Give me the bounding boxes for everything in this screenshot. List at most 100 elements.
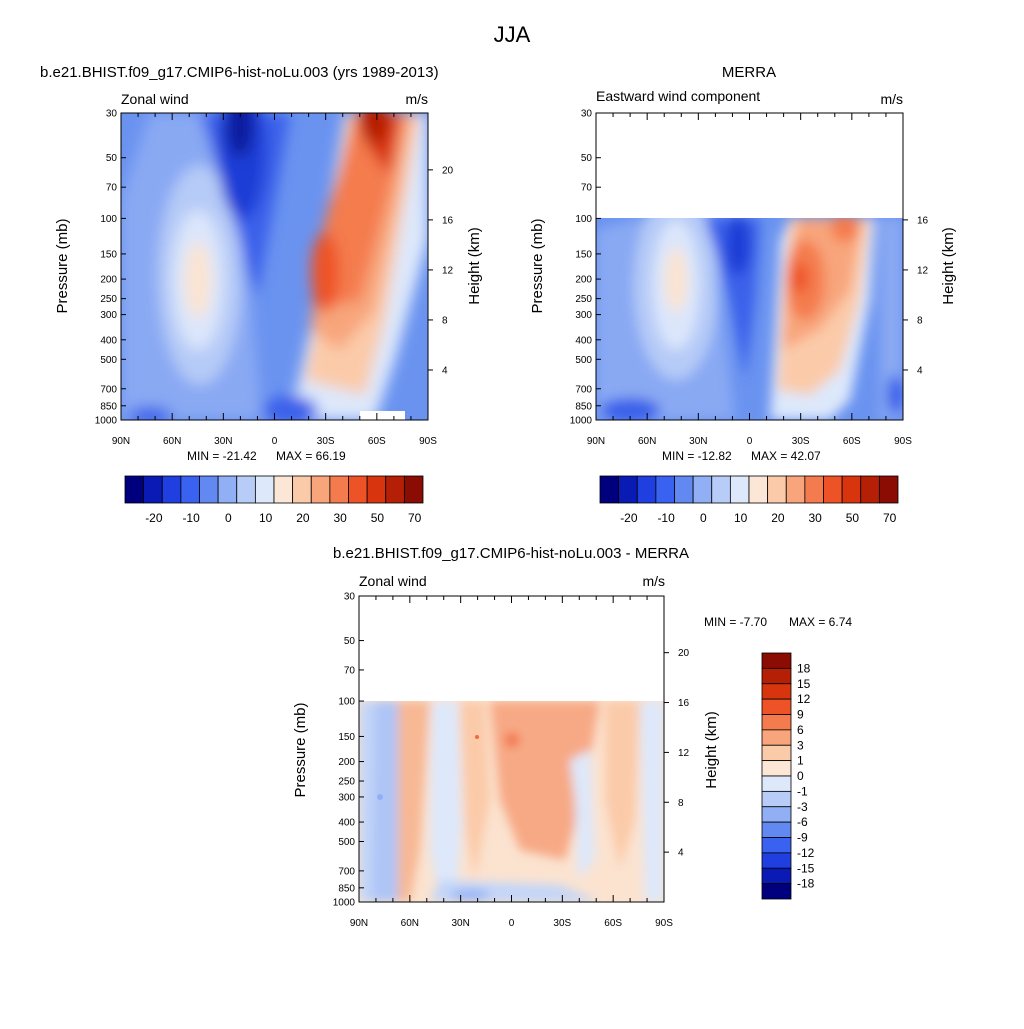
panel-model-xtick-label: 60S (368, 436, 386, 447)
panel-diff-field (359, 701, 664, 902)
panel-model-units: m/s (405, 91, 428, 107)
panel-diff-ytick-label: 150 (338, 732, 355, 743)
colorbar-swatch (711, 475, 731, 504)
panel-obs-ylabel: Pressure (mb) (529, 218, 546, 313)
colorbar-label: 50 (371, 511, 385, 525)
colorbar-label: 30 (333, 511, 347, 525)
panel-model-title: b.e21.BHIST.f09_g17.CMIP6-hist-noLu.003 … (40, 64, 439, 81)
panel-model: b.e21.BHIST.f09_g17.CMIP6-hist-noLu.003 … (40, 64, 483, 525)
colorbar-label: -1 (797, 784, 808, 798)
panel-diff-title: b.e21.BHIST.f09_g17.CMIP6-hist-noLu.003 … (333, 545, 689, 562)
panel-model-ytick-label: 300 (100, 310, 117, 321)
colorbar-swatch (403, 475, 424, 504)
panel-obs-xtick-label: 30N (689, 436, 707, 447)
colorbar-swatch (199, 475, 219, 504)
colorbar-label: 70 (408, 511, 422, 525)
colorbar-label: -10 (182, 511, 200, 525)
panel-obs-left-label: Eastward wind component (596, 88, 760, 104)
colorbar-label: 70 (883, 511, 897, 525)
colorbar-label: 20 (771, 511, 785, 525)
panel-obs-title: MERRA (722, 64, 776, 81)
colorbar-label: 10 (734, 511, 748, 525)
panel-model-xtick-label: 90N (112, 436, 130, 447)
panel-obs-ytick-label: 50 (581, 153, 593, 164)
panel-diff-max: MAX = 6.74 (789, 615, 852, 629)
panel-model-ytick-label: 500 (100, 355, 117, 366)
panel-model-ytick-label: 100 (100, 214, 117, 225)
colorbar-swatch (823, 475, 843, 504)
panel-model-height-tick-label: 20 (442, 165, 454, 176)
colorbar-swatch (310, 475, 331, 504)
colorbar-label: 3 (797, 738, 804, 752)
colorbar-swatch (761, 714, 792, 731)
panel-obs-ytick-label: 200 (575, 275, 592, 286)
colorbar-swatch (761, 790, 792, 808)
panel-model-min: MIN = -21.42 (187, 449, 257, 463)
panel-obs-ytick-label: 150 (575, 249, 592, 260)
colorbar-swatch (143, 475, 163, 504)
panel-model-height-tick-label: 4 (442, 365, 448, 376)
panel-model-xtick-label: 30N (214, 436, 232, 447)
panel-obs-ytick-label: 100 (575, 214, 592, 225)
panel-model-ylabel: Pressure (mb) (54, 218, 71, 313)
panel-obs-height-tick-label: 8 (917, 315, 923, 326)
colorbar-swatch (761, 883, 792, 900)
panel-diff-min: MIN = -7.70 (704, 615, 767, 629)
panel-obs-ytick-label: 250 (575, 294, 592, 305)
panel-diff-ytick-label: 100 (338, 697, 355, 708)
colorbar-swatch (761, 852, 792, 869)
panel-obs-xtick-label: 90S (894, 436, 912, 447)
colorbar-label: -9 (797, 831, 808, 845)
panel-obs: MERRA Eastward wind component m/s (529, 64, 957, 525)
panel-model-height-ticks: 20 16 12 8 4 (428, 165, 454, 376)
colorbar-swatch (692, 475, 713, 504)
colorbar-swatch (655, 475, 675, 504)
panel-model-ytick-label: 400 (100, 335, 117, 346)
colorbar-swatch (785, 475, 806, 504)
panel-diff-ytick-label: 50 (344, 636, 356, 647)
colorbar-label: -12 (797, 846, 815, 860)
colorbar-swatch (273, 475, 294, 504)
colorbar-label: -20 (145, 511, 163, 525)
panel-model-xtick-label: 30S (317, 436, 335, 447)
panel-obs-ytick-label: 850 (575, 401, 592, 412)
panel-model-colorbar: -20 -10 0 10 20 30 50 70 (124, 475, 424, 525)
panel-model-x-ticks: 90N 60N 30N 0 30S 60S 90S (112, 113, 437, 447)
colorbar-label: 0 (225, 511, 232, 525)
panel-obs-xtick-label: 30S (792, 436, 810, 447)
colorbar-swatch (618, 475, 638, 504)
colorbar-swatch (878, 475, 899, 504)
colorbar-swatch (761, 683, 792, 700)
panel-diff-ytick-label: 500 (338, 837, 355, 848)
colorbar-swatch (761, 744, 792, 762)
panel-obs-colorbar: -20 -10 0 10 20 30 50 70 (599, 475, 899, 525)
colorbar-swatch (841, 475, 862, 504)
colorbar-swatch (761, 652, 792, 669)
panel-model-xtick-label: 90S (419, 436, 437, 447)
colorbar-swatch (860, 475, 880, 504)
panel-diff-xtick-label: 90S (655, 918, 673, 929)
colorbar-swatch (236, 475, 256, 504)
panel-diff-xtick-label: 60N (401, 918, 419, 929)
panel-diff-height-tick-label: 4 (678, 848, 684, 859)
panel-diff-height-tick-label: 12 (678, 748, 690, 759)
panel-obs-ytick-label: 400 (575, 335, 592, 346)
panel-model-ytick-label: 700 (100, 384, 117, 395)
panel-obs-ytick-label: 30 (581, 109, 593, 120)
colorbar-label: 12 (797, 692, 811, 706)
panel-diff-ytick-label: 850 (338, 883, 355, 894)
panel-obs-min: MIN = -12.82 (662, 449, 732, 463)
colorbar-label: -3 (797, 800, 808, 814)
panel-model-xtick-label: 60N (163, 436, 181, 447)
colorbar-swatch (761, 760, 792, 777)
colorbar-label: -10 (657, 511, 675, 525)
colorbar-swatch (761, 837, 792, 854)
colorbar-swatch (729, 475, 750, 504)
colorbar-swatch (636, 475, 657, 504)
panel-diff-height-tick-label: 20 (678, 648, 690, 659)
colorbar-label: 10 (259, 511, 273, 525)
panel-obs-xtick-label: 0 (747, 436, 753, 447)
colorbar-label: 9 (797, 708, 804, 722)
panel-obs-xtick-label: 60N (638, 436, 656, 447)
panel-obs-units: m/s (880, 91, 903, 107)
